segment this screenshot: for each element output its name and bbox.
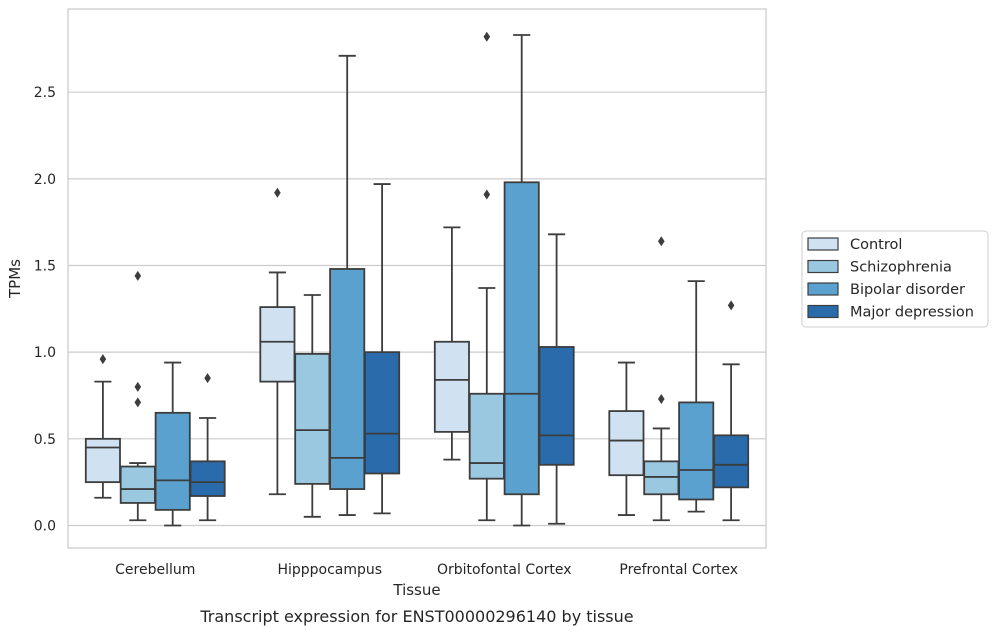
y-tick-label: 2.5 xyxy=(34,85,56,101)
box-body xyxy=(678,401,715,501)
box-body xyxy=(713,434,750,489)
y-tick-label: 1.5 xyxy=(34,259,56,275)
box-bipolar-disorder xyxy=(154,361,191,527)
box-major-depression xyxy=(713,300,750,522)
outlier-point xyxy=(274,187,281,198)
box-body xyxy=(538,346,575,466)
x-tick-label: Prefrontal Cortex xyxy=(619,562,738,578)
y-tick-label: 0.5 xyxy=(34,432,56,448)
y-tick-label: 2.0 xyxy=(34,172,56,188)
box-body xyxy=(608,410,645,477)
y-tick-labels: 0.0 0.5 1.0 1.5 2.0 2.5 xyxy=(34,85,56,534)
box-bipolar-disorder xyxy=(678,280,715,513)
x-tick-label: Cerebellum xyxy=(115,562,195,578)
outlier-point xyxy=(727,300,735,311)
outlier-point xyxy=(483,189,491,200)
box-control xyxy=(259,187,296,496)
legend-label: Bipolar disorder xyxy=(850,282,965,298)
figure-caption: Transcript expression for ENST0000029614… xyxy=(199,607,633,626)
legend-swatch xyxy=(807,282,839,296)
outlier-point xyxy=(134,381,142,392)
box-body xyxy=(154,411,191,511)
legend-swatch xyxy=(807,259,839,274)
outlier-point xyxy=(134,397,142,408)
outlier-point xyxy=(658,393,665,404)
box-body xyxy=(468,392,505,480)
legend-frame xyxy=(801,230,989,328)
legend-swatch xyxy=(807,304,839,319)
x-axis-label: Tissue xyxy=(392,581,440,599)
box-control xyxy=(433,226,470,461)
outlier-point xyxy=(658,236,665,247)
boxes-layer xyxy=(84,31,750,527)
box-schizophrenia xyxy=(468,31,505,522)
outlier-point xyxy=(134,270,142,281)
box-major-depression xyxy=(538,233,575,525)
legend-swatch xyxy=(807,237,839,251)
box-body xyxy=(329,268,366,490)
box-schizophrenia xyxy=(119,270,156,522)
x-tick-label: Hipppocampus xyxy=(277,562,382,578)
box-major-depression xyxy=(189,373,226,522)
box-bipolar-disorder xyxy=(329,54,366,516)
legend-label: Control xyxy=(850,237,902,253)
box-body xyxy=(433,340,470,433)
box-bipolar-disorder xyxy=(503,34,540,527)
y-tick-label: 0.0 xyxy=(34,518,56,534)
box-body xyxy=(294,352,331,485)
box-major-depression xyxy=(364,183,401,515)
y-axis-label: TPMs xyxy=(6,259,24,299)
legend-label: Major depression xyxy=(850,305,974,321)
box-schizophrenia xyxy=(294,294,331,518)
box-control xyxy=(84,354,121,499)
legend-label: Schizophrenia xyxy=(850,260,952,276)
legend: Control Schizophrenia Bipolar disorder Majo… xyxy=(801,230,989,328)
box-schizophrenia xyxy=(643,236,680,522)
outlier-point xyxy=(99,354,107,365)
plot-frame xyxy=(67,8,767,549)
outlier-point xyxy=(483,31,491,42)
box-body xyxy=(84,437,121,484)
box-body xyxy=(364,351,401,475)
box-body xyxy=(503,181,540,496)
x-tick-labels: Cerebellum Hipppocampus Orbitofontal Corte… xyxy=(115,562,738,578)
x-tick-label: Orbitofontal Cortex xyxy=(437,562,572,578)
y-tick-label: 1.0 xyxy=(34,345,56,361)
outlier-point xyxy=(204,373,211,384)
box-body xyxy=(119,465,156,504)
box-body xyxy=(259,306,296,383)
box-control xyxy=(608,361,645,516)
box-body xyxy=(189,460,226,497)
